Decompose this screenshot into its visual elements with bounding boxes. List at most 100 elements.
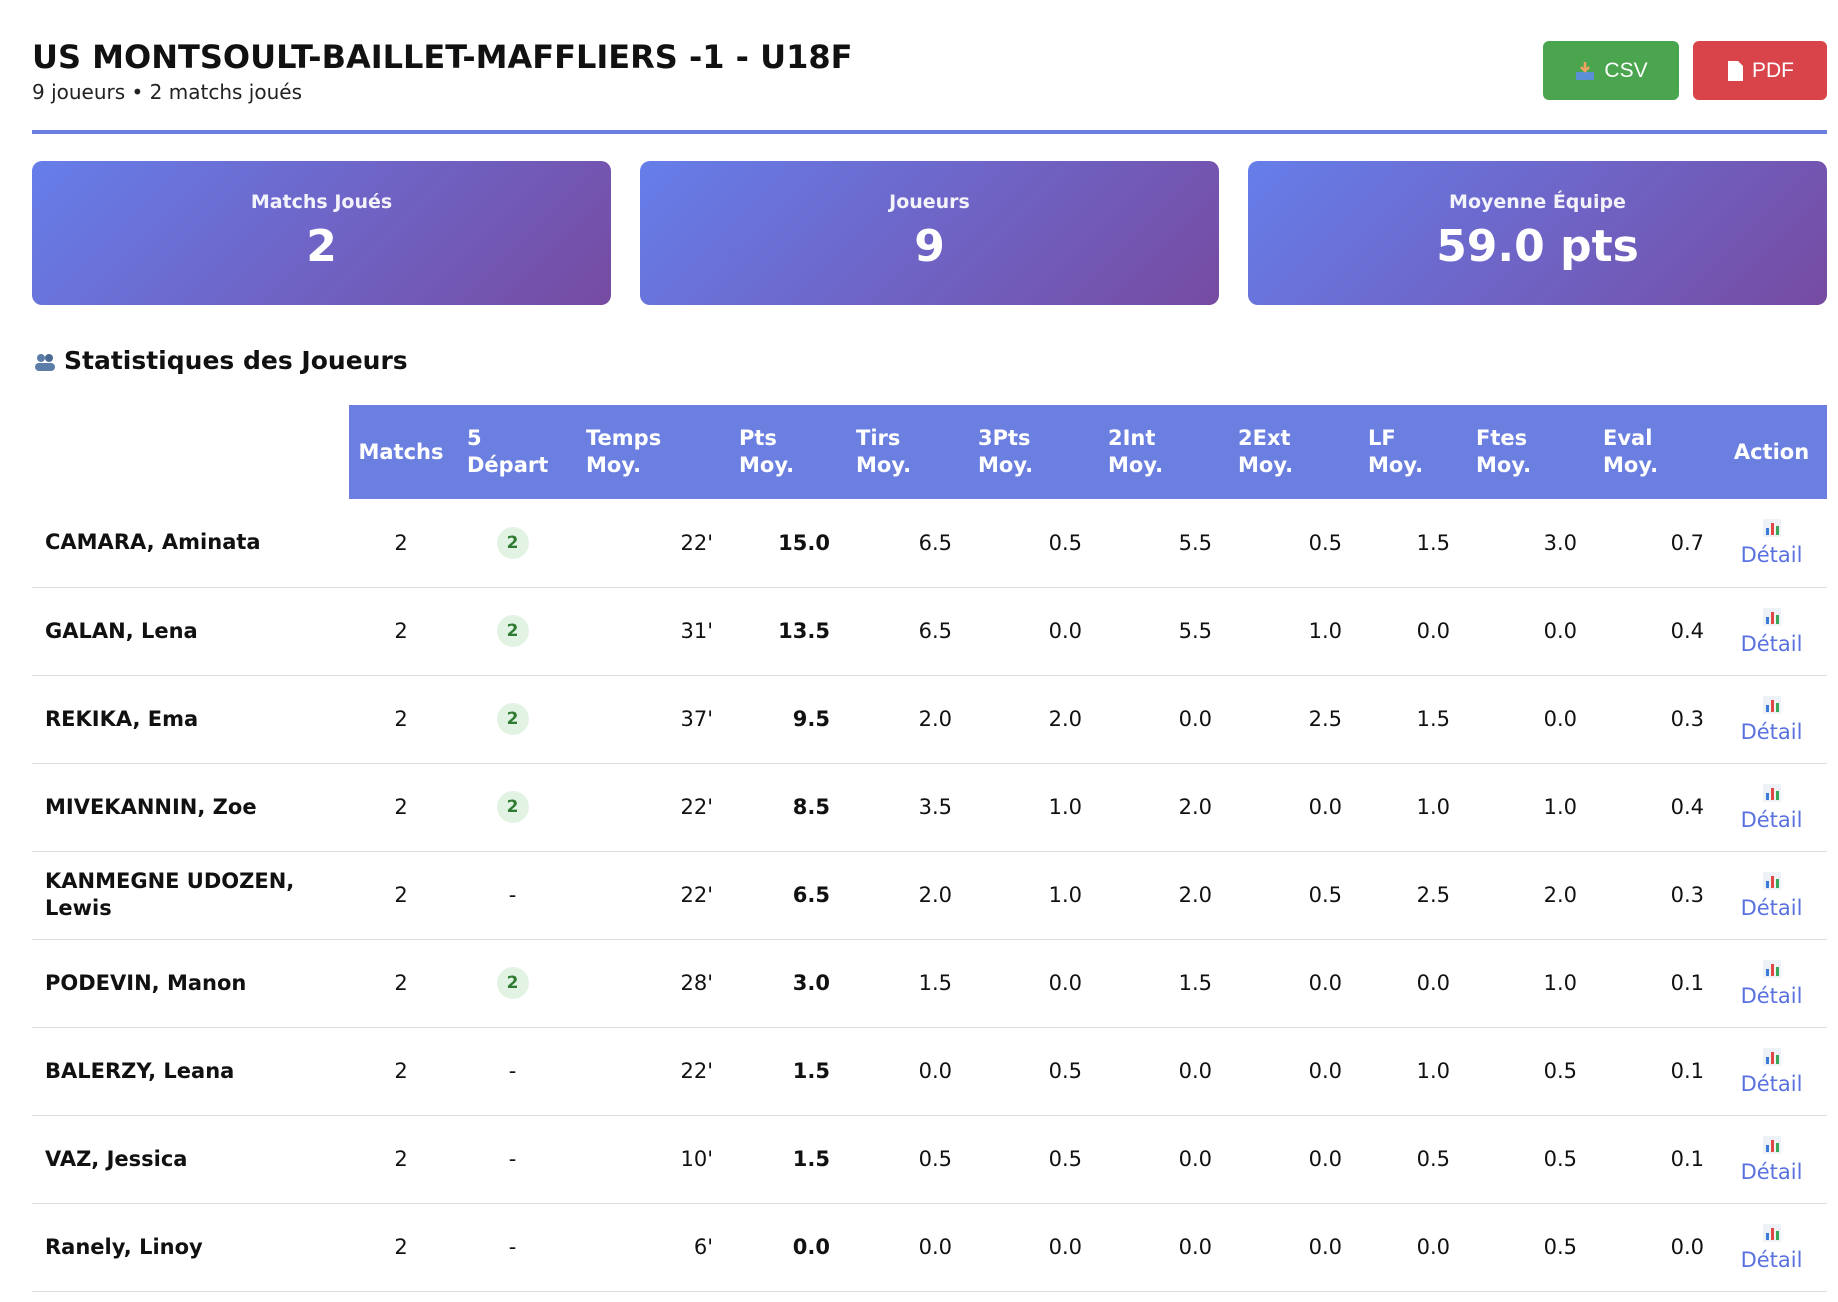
column-header: 2Int Moy. [1094,405,1224,499]
cell: 2 [349,1027,453,1116]
player-name: Ranely, Linoy [32,1203,349,1292]
pdf-button[interactable]: PDF [1693,41,1827,100]
cell: 2.0 [842,675,964,764]
detail-link[interactable]: Détail [1740,895,1803,920]
action-cell: Détail [1716,499,1827,588]
starter-cell: - [453,851,572,940]
cell: 2 [349,587,453,676]
cell: 22' [572,851,725,940]
divider [32,130,1827,134]
action-cell: Détail [1716,939,1827,1028]
icon [35,353,55,371]
subtitle: 9 joueurs • 2 matchs joués [32,80,302,104]
cell: 0.5 [1354,1115,1462,1204]
cell: 2.0 [842,851,964,940]
cell: 1.0 [1462,763,1589,852]
detail-link[interactable]: Détail [1740,807,1803,832]
starter-value: - [508,883,517,907]
detail-link[interactable]: Détail [1740,1071,1803,1096]
chart-icon [1762,1135,1781,1154]
starter-badge: 2 [496,526,529,559]
cell: 0.0 [964,939,1094,1028]
detail-link[interactable]: Détail [1740,1159,1803,1184]
table-body: CAMARA, Aminata 2 2 22' 15.0 6.5 0.5 5.5 0.5 1.5 3… [32,499,1827,1292]
points-cell: 15.0 [725,499,842,588]
chart-icon [1762,1047,1781,1066]
cell: 0.0 [1224,1027,1354,1116]
cell: 6.5 [842,499,964,588]
detail-link[interactable]: Détail [1740,983,1803,1008]
column-header: 5 Départ [453,405,572,499]
card-value: 2 [306,221,337,272]
cell: 0.5 [964,1115,1094,1204]
starter-cell: - [453,1027,572,1116]
cell: 0.0 [1462,587,1589,676]
starter-cell: 2 [453,675,572,764]
player-row: CAMARA, Aminata 2 2 22' 15.0 6.5 0.5 5.5 0.5 1.5 3… [32,499,1827,588]
cell: 1.0 [1354,763,1462,852]
points-cell: 1.5 [725,1115,842,1204]
column-header: 2Ext Moy. [1224,405,1354,499]
starter-cell: - [453,1203,572,1292]
card-value: 59.0 pts [1436,221,1639,272]
cell: 1.5 [842,939,964,1028]
card-label: Matchs Joués [250,191,393,213]
cell: 10' [572,1115,725,1204]
cell: 0.4 [1589,587,1716,676]
player-name: GALAN, Lena [32,587,349,676]
cell: 0.5 [1462,1115,1589,1204]
cell: 0.5 [1462,1203,1589,1292]
starter-cell: 2 [453,939,572,1028]
cell: 0.3 [1589,851,1716,940]
action-cell: Détail [1716,1027,1827,1116]
points-cell: 8.5 [725,763,842,852]
cell: 0.0 [1094,1027,1224,1116]
stat-card: Moyenne Équipe 59.0 pts [1248,161,1827,305]
cell: 0.0 [1462,675,1589,764]
starter-badge: 2 [496,967,529,999]
cell: 2 [349,1203,453,1292]
detail-link[interactable]: Détail [1740,543,1803,568]
column-header: 3Pts Moy. [964,405,1094,499]
cell: 0.0 [1094,1203,1224,1292]
starter-cell: 2 [453,763,572,852]
cell: 2.0 [1094,851,1224,940]
button-label: PDF [1752,58,1794,82]
cell: 0.1 [1589,1027,1716,1116]
icon [1576,61,1595,80]
cell: 0.0 [842,1027,964,1116]
column-header: Temps Moy. [572,405,725,499]
cell: 0.0 [1354,587,1462,676]
chart-icon [1762,871,1781,890]
cell: 1.0 [1462,939,1589,1028]
action-cell: Détail [1716,763,1827,852]
player-name: PODEVIN, Manon [32,939,349,1028]
button-label: CSV [1604,58,1648,82]
detail-link[interactable]: Détail [1740,1247,1803,1272]
player-name: MIVEKANNIN, Zoe [32,763,349,852]
points-cell: 6.5 [725,851,842,940]
player-row: BALERZY, Leana 2-22' 1.5 0.0 0.5 0.0 0.0 1.0 0.5… [32,1027,1827,1116]
detail-link[interactable]: Détail [1740,631,1803,656]
chart-icon [1762,783,1781,802]
cell: 2 [349,1115,453,1204]
action-cell: Détail [1716,675,1827,764]
cell: 0.5 [1224,499,1354,588]
column-header: Pts Moy. [725,405,842,499]
cell: 1.5 [1094,939,1224,1028]
starter-cell: 2 [453,499,572,588]
cell: 0.3 [1589,675,1716,764]
player-row: GALAN, Lena 2 2 31' 13.5 6.5 0.0 5.5 1.0 0.0 0.0 0.… [32,587,1827,676]
stat-card: Matchs Joués 2 [32,161,611,305]
card-label: Moyenne Équipe [1449,191,1626,213]
cell: 2.0 [1094,763,1224,852]
cell: 0.5 [842,1115,964,1204]
csv-button[interactable]: CSV [1543,41,1679,100]
cell: 5.5 [1094,499,1224,588]
detail-link[interactable]: Détail [1740,719,1803,744]
chart-icon [1762,519,1781,538]
starter-cell: - [453,1115,572,1204]
action-cell: Détail [1716,1203,1827,1292]
player-row: VAZ, Jessica 2-10' 1.5 0.5 0.5 0.0 0.0 0.5 0.5 0.… [32,1115,1827,1204]
cell: 31' [572,587,725,676]
